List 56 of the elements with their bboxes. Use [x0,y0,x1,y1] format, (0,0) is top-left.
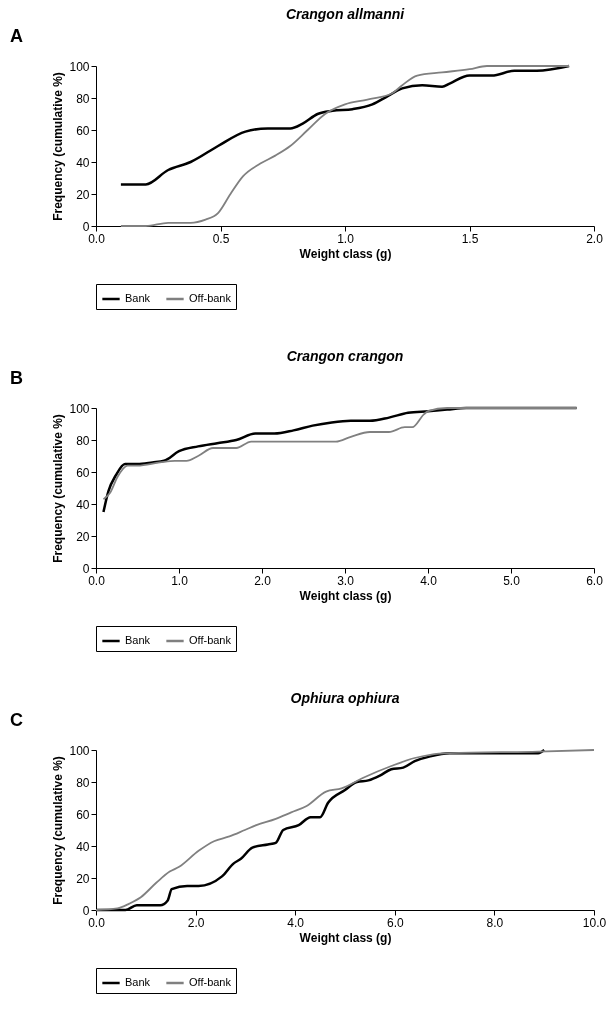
legend-label: Bank [125,634,151,646]
x-tick-label: 0.5 [212,231,230,246]
y-tick-label: 60 [76,123,90,138]
y-tick-label: 100 [69,401,90,416]
legend-label: Off-bank [189,634,232,646]
x-tick-label: 1.0 [171,573,189,588]
x-axis-title: Weight class (g) [299,930,392,945]
y-axis-title: Frequency (cumulative %) [51,72,66,221]
y-tick-label: 20 [76,529,90,544]
y-tick-label: 60 [76,807,90,822]
y-tick-label: 100 [69,743,90,758]
y-tick-label: 40 [76,839,90,854]
x-tick-label: 6.0 [386,915,404,930]
x-tick-label: 2.0 [586,231,604,246]
y-tick-label: 40 [76,155,90,170]
y-tick-label: 80 [76,433,90,448]
legend-label: Bank [125,976,151,988]
legend-label: Bank [125,292,151,304]
x-tick-label: 0.0 [88,231,106,246]
x-tick-label: 3.0 [337,573,355,588]
x-tick-label: 10.0 [582,915,607,930]
x-axis-title: Weight class (g) [299,588,392,603]
chart-title: Crangon allmanni [285,6,406,22]
y-tick-label: 0 [82,561,90,576]
y-tick-label: 0 [82,903,90,918]
x-tick-label: 0.0 [88,573,106,588]
x-tick-label: 4.0 [420,573,438,588]
x-axis-title: Weight class (g) [299,246,392,261]
text: C [10,710,23,730]
y-tick-label: 0 [82,219,90,234]
text: A [10,26,23,46]
chart-title: Ophiura ophiura [290,690,400,706]
text: B [10,368,23,388]
y-tick-label: 80 [76,775,90,790]
y-axis-title: Frequency (cumulative %) [51,756,66,905]
legend-label: Off-bank [189,292,232,304]
y-tick-label: 20 [76,187,90,202]
x-tick-label: 5.0 [503,573,521,588]
x-tick-label: 2.0 [254,573,272,588]
x-tick-label: 8.0 [486,915,504,930]
x-tick-label: 1.0 [337,231,355,246]
y-tick-label: 40 [76,497,90,512]
y-axis-title: Frequency (cumulative %) [51,414,66,563]
y-tick-label: 20 [76,871,90,886]
x-tick-label: 1.5 [461,231,479,246]
y-tick-label: 80 [76,91,90,106]
line-series [119,64,571,186]
line-series [120,65,570,227]
y-tick-label: 60 [76,465,90,480]
x-tick-label: 2.0 [187,915,205,930]
chart-title: Crangon crangon [286,348,404,364]
x-tick-label: 4.0 [287,915,305,930]
x-tick-label: 0.0 [88,915,106,930]
legend-label: Off-bank [189,976,232,988]
x-tick-label: 6.0 [586,573,604,588]
y-tick-label: 100 [69,59,90,74]
